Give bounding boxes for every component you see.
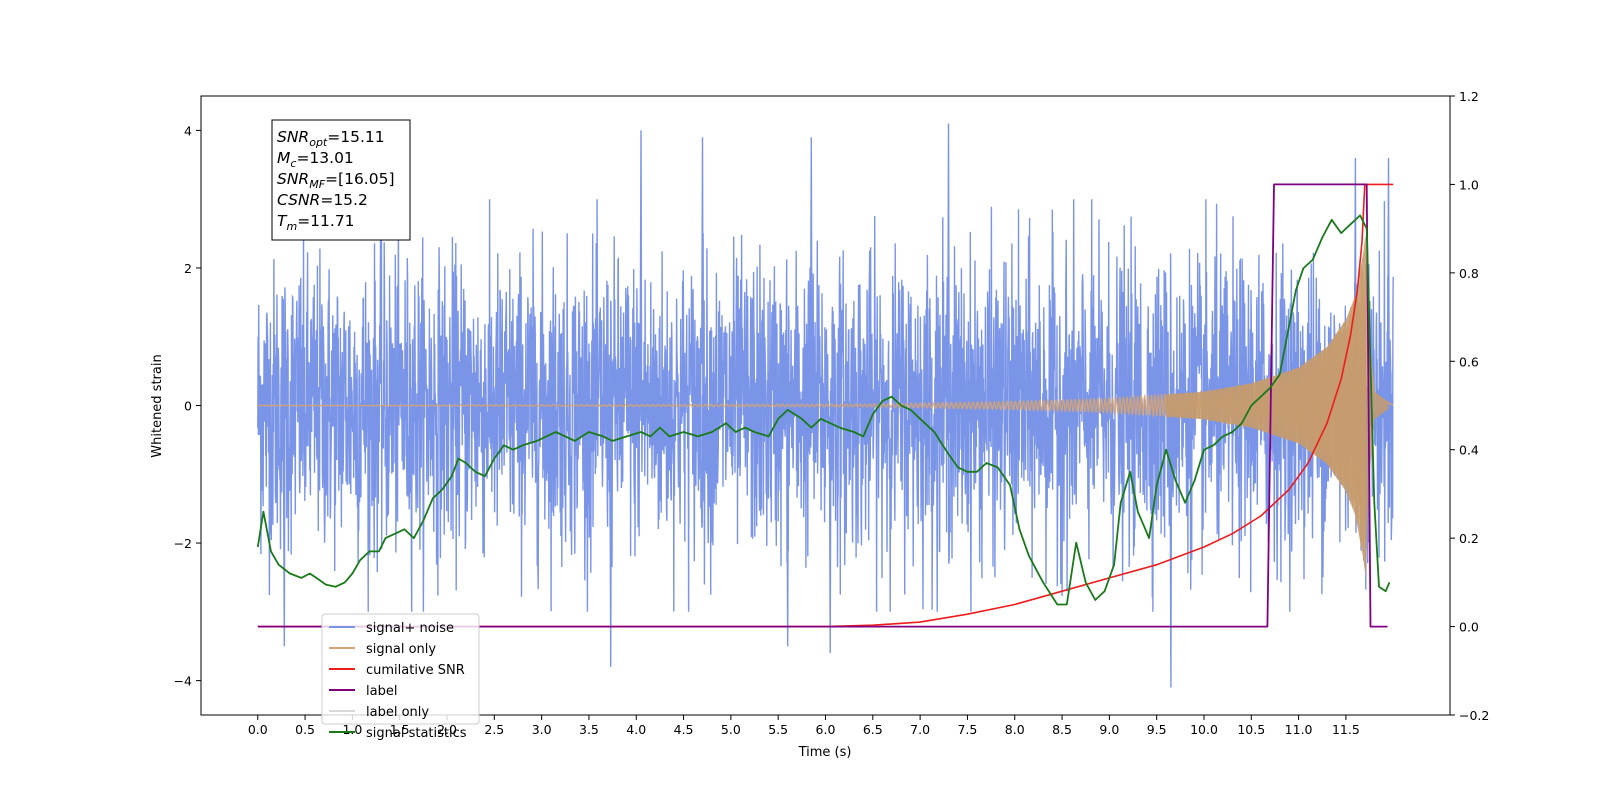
y-axis-left-ticks: −4 −2 0 2 4 [174,123,201,689]
signal-plus-noise-peak [639,130,643,434]
x-tick-label: 6.0 [816,722,836,737]
series-signal-statistics [256,214,1391,606]
annotation-line: SNRMF=[16.05] [277,170,395,191]
x-tick-label: 1.0 [342,722,362,737]
x-tick-label: 0.0 [248,722,268,737]
x-tick-label: 9.5 [1147,722,1167,737]
legend-label: label [366,684,397,699]
x-tick-label: 3.0 [532,722,552,737]
legend-label: cumilative SNR [366,663,465,678]
legend: signal+ noise signal only cumilative SNR la… [321,613,480,741]
y-left-tick-label: 0 [184,399,192,414]
x-tick-label: 8.5 [1052,722,1072,737]
x-tick-label: 7.5 [957,722,977,737]
y-right-tick-label: 0.0 [1459,620,1479,635]
legend-label: signal+ noise [366,621,454,636]
legend-label: signal statistics [366,726,467,741]
series-label [257,183,1388,628]
legend-label: signal only [366,642,436,657]
signal-plus-noise-peak [1387,157,1390,434]
signal-plus-noise-peak [809,137,813,434]
y-left-tick-label: 2 [184,261,192,276]
y-axis-right-ticks: −0.2 0.0 0.2 0.4 0.6 0.8 1.0 1.2 [1450,89,1489,723]
x-tick-label: 0.5 [295,722,315,737]
x-tick-label: 4.0 [626,722,646,737]
signal-only-envelope-fill [1166,234,1389,577]
x-tick-label: 10.0 [1190,722,1218,737]
series-layer [256,123,1394,688]
y-axis-left-label: Whitened strain [150,354,165,457]
y-left-tick-label: −2 [174,536,192,551]
legend-frame [321,613,480,725]
signal-plus-noise-peak [609,377,613,667]
signal-plus-noise-peak [701,137,704,434]
x-tick-label: 6.5 [863,722,883,737]
x-axis-label: Time (s) [798,745,852,760]
x-tick-label: 4.5 [674,722,694,737]
signal-plus-noise-peak [786,377,790,647]
stats-annotation-box: SNRopt=15.11Mc=13.01SNRMF=[16.05]CSNR=15… [271,119,411,241]
y-right-tick-label: 0.6 [1459,354,1479,369]
x-tick-label: 11.5 [1332,722,1360,737]
annotation-frame [271,119,411,241]
x-tick-label: 2.5 [484,722,504,737]
x-tick-label: 1.5 [390,722,410,737]
annotation-line: Mc=13.01 [277,149,354,170]
y-right-tick-label: 1.0 [1459,177,1479,192]
signal-plus-noise-peak [947,123,950,434]
y-right-tick-label: −0.2 [1459,708,1489,723]
x-tick-label: 5.0 [721,722,741,737]
y-right-tick-label: 0.8 [1459,266,1479,281]
legend-label: label only [366,705,429,720]
y-left-tick-label: 4 [184,123,192,138]
x-tick-label: 11.0 [1285,722,1313,737]
annotation-line: SNRopt=15.11 [277,128,385,149]
x-tick-label: 2.0 [437,722,457,737]
x-tick-label: 5.5 [768,722,788,737]
x-tick-label: 10.5 [1237,722,1265,737]
y-right-tick-label: 0.4 [1459,443,1479,458]
x-tick-label: 9.0 [1099,722,1119,737]
y-right-tick-label: 1.2 [1459,89,1479,104]
x-tick-label: 3.5 [579,722,599,737]
x-axis-ticks: 0.0 0.5 1.0 1.5 2.0 2.5 3.0 3.5 4.0 4.5 5.0 5.5 6.0 6… [248,715,1360,737]
signal-plus-noise-peak [282,377,286,647]
x-tick-label: 7.0 [910,722,930,737]
y-right-tick-label: 0.2 [1459,531,1479,546]
y-left-tick-label: −4 [174,674,192,689]
signal-plus-noise-peak [1169,377,1173,688]
annotation-line: Tm=11.71 [277,212,355,233]
x-tick-label: 8.0 [1005,722,1025,737]
annotation-line: CSNR=15.2 [277,191,368,209]
signal-plus-noise-peak [828,377,832,654]
